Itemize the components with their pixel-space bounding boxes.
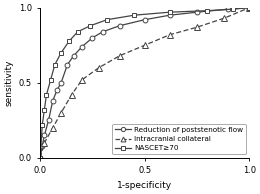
X-axis label: 1-specificity: 1-specificity — [117, 181, 172, 190]
Legend: Reduction of poststenotic flow, Intracranial collateral, NASCET≥70: Reduction of poststenotic flow, Intracra… — [112, 124, 246, 154]
Y-axis label: sensitivity: sensitivity — [4, 60, 13, 106]
